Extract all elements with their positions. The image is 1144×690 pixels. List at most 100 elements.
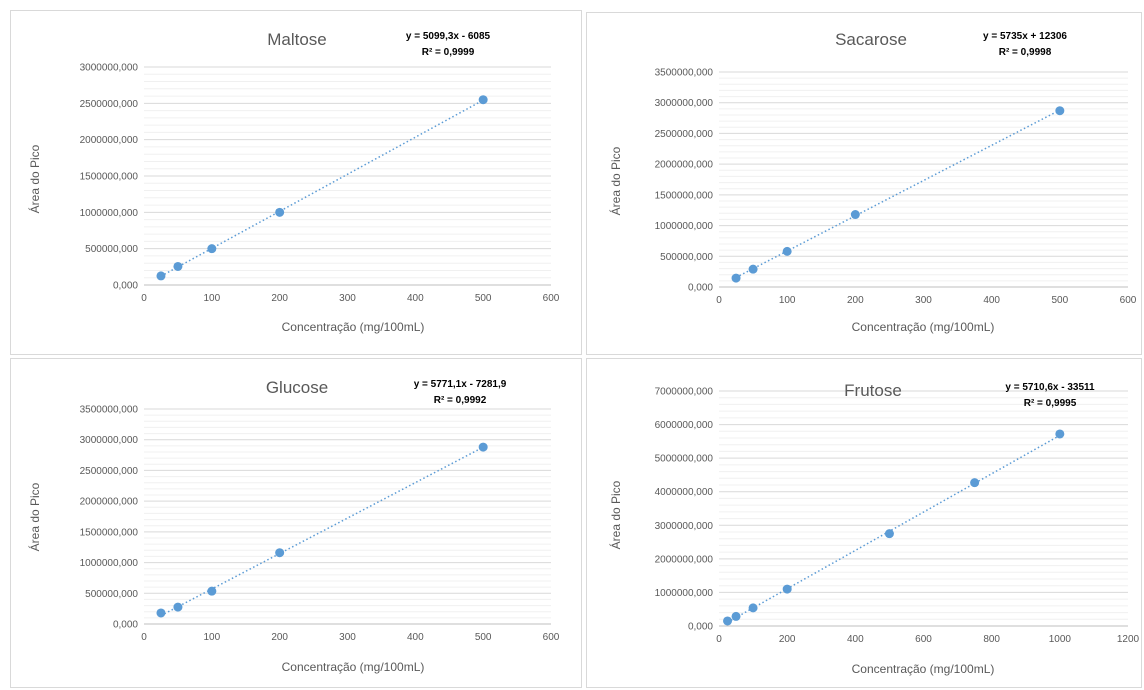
data-point (275, 548, 285, 558)
x-tick-label: 400 (407, 293, 424, 304)
x-tick-label: 400 (983, 295, 1000, 306)
x-axis-label: Concentração (mg/100mL) (852, 662, 995, 676)
data-point (731, 273, 741, 283)
y-tick-label: 5000000,000 (655, 454, 714, 465)
chart-svg: 0,000 1000000,000 2000000,000 3000000,000 40… (608, 381, 1140, 676)
x-tick-label: 400 (847, 634, 864, 645)
y-tick-label: 500000,000 (660, 252, 713, 263)
y-tick-label: 3500000,000 (80, 405, 139, 416)
trendline-equation: y = 5771,1x - 7281,9 (414, 379, 507, 390)
y-tick-label: 1500000,000 (655, 190, 714, 201)
trendline-equation: y = 5710,6x - 33511 (1005, 382, 1095, 393)
trendline (160, 446, 484, 617)
chart-svg: 0,000 500000,000 1000000,000 1500000,000 200… (27, 30, 560, 334)
y-tick-label: 7000000,000 (655, 387, 714, 398)
x-axis-label: Concentração (mg/100mL) (282, 320, 425, 334)
x-tick-label: 0 (141, 293, 147, 304)
chart-panel-maltose: 0,000 500000,000 1000000,000 1500000,000 200… (10, 10, 582, 355)
x-tick-label: 200 (847, 295, 864, 306)
data-point (1055, 429, 1065, 439)
chart-panel-frutose: 0,000 1000000,000 2000000,000 3000000,000 40… (586, 358, 1142, 688)
r-squared-label: R² = 0,9999 (422, 47, 475, 58)
y-axis-label: Área do Pico (27, 482, 42, 551)
data-point (748, 264, 758, 274)
y-tick-label: 500000,000 (85, 589, 138, 600)
y-tick-label: 1500000,000 (80, 172, 139, 183)
x-tick-label: 300 (339, 632, 356, 643)
x-tick-label: 100 (203, 632, 220, 643)
y-tick-label: 1000000,000 (80, 558, 139, 569)
data-point (782, 246, 792, 256)
y-tick-label: 2500000,000 (80, 99, 139, 110)
x-tick-label: 500 (475, 293, 492, 304)
data-point (748, 603, 758, 613)
y-tick-label: 2500000,000 (655, 129, 714, 140)
x-tick-label: 200 (779, 634, 796, 645)
chart-title: Glucose (266, 378, 328, 397)
data-point (970, 478, 980, 488)
x-tick-label: 300 (339, 293, 356, 304)
y-tick-label: 2000000,000 (655, 554, 714, 565)
x-tick-label: 500 (1051, 295, 1068, 306)
y-tick-label: 500000,000 (85, 244, 138, 255)
trendline-equation: y = 5735x + 12306 (983, 31, 1067, 42)
y-tick-label: 1000000,000 (655, 221, 714, 232)
data-point (173, 602, 183, 612)
y-tick-label: 1000000,000 (655, 588, 714, 599)
data-point (782, 584, 792, 594)
x-tick-label: 200 (271, 293, 288, 304)
data-point (478, 442, 488, 452)
y-tick-label: 2000000,000 (80, 497, 139, 508)
x-tick-label: 300 (915, 295, 932, 306)
x-tick-label: 600 (1120, 295, 1137, 306)
y-tick-label: 0,000 (113, 281, 138, 292)
r-squared-label: R² = 0,9995 (1024, 398, 1077, 409)
data-point (478, 95, 488, 105)
x-tick-label: 800 (983, 634, 1000, 645)
chart-title: Maltose (267, 30, 327, 49)
chart-svg: 0,000 500000,000 1000000,000 1500000,000 200… (608, 30, 1137, 334)
data-point (207, 586, 217, 596)
y-axis-label: Área do Pico (608, 480, 623, 549)
y-tick-label: 1500000,000 (80, 527, 139, 538)
y-axis-label: Área do Pico (27, 144, 42, 213)
y-axis-label: Área do Pico (608, 146, 623, 215)
x-tick-label: 200 (271, 632, 288, 643)
data-point (275, 207, 285, 217)
y-tick-label: 0,000 (113, 620, 138, 631)
y-tick-label: 4000000,000 (655, 487, 714, 498)
x-tick-label: 100 (203, 293, 220, 304)
data-point (207, 244, 217, 254)
y-tick-label: 0,000 (688, 622, 713, 633)
y-tick-label: 2500000,000 (80, 466, 139, 477)
data-point (723, 616, 733, 626)
y-tick-label: 0,000 (688, 283, 713, 294)
y-tick-label: 3500000,000 (655, 68, 714, 79)
chart-panel-sacarose: 0,000 500000,000 1000000,000 1500000,000 200… (586, 12, 1142, 355)
x-tick-label: 600 (915, 634, 932, 645)
x-tick-label: 600 (543, 632, 560, 643)
x-tick-label: 0 (141, 632, 147, 643)
x-tick-label: 0 (716, 295, 722, 306)
x-tick-label: 500 (475, 632, 492, 643)
trendline-equation: y = 5099,3x - 6085 (406, 31, 491, 42)
y-tick-label: 3000000,000 (655, 521, 714, 532)
y-tick-label: 3000000,000 (655, 98, 714, 109)
trendline (727, 434, 1061, 623)
x-axis-label: Concentração (mg/100mL) (852, 320, 995, 334)
data-point (884, 529, 894, 539)
r-squared-label: R² = 0,9992 (434, 395, 487, 406)
x-tick-label: 1000 (1049, 634, 1072, 645)
x-tick-label: 1200 (1117, 634, 1140, 645)
y-tick-label: 2000000,000 (655, 160, 714, 171)
y-tick-label: 3000000,000 (80, 63, 139, 74)
x-tick-label: 400 (407, 632, 424, 643)
chart-title: Frutose (844, 381, 902, 400)
y-tick-label: 2000000,000 (80, 135, 139, 146)
chart-title: Sacarose (835, 30, 907, 49)
x-axis-label: Concentração (mg/100mL) (282, 660, 425, 674)
data-point (173, 261, 183, 271)
chart-svg: 0,000 500000,000 1000000,000 1500000,000 200… (27, 378, 560, 674)
chart-panel-glucose: 0,000 500000,000 1000000,000 1500000,000 200… (10, 358, 582, 688)
r-squared-label: R² = 0,9998 (999, 47, 1052, 58)
